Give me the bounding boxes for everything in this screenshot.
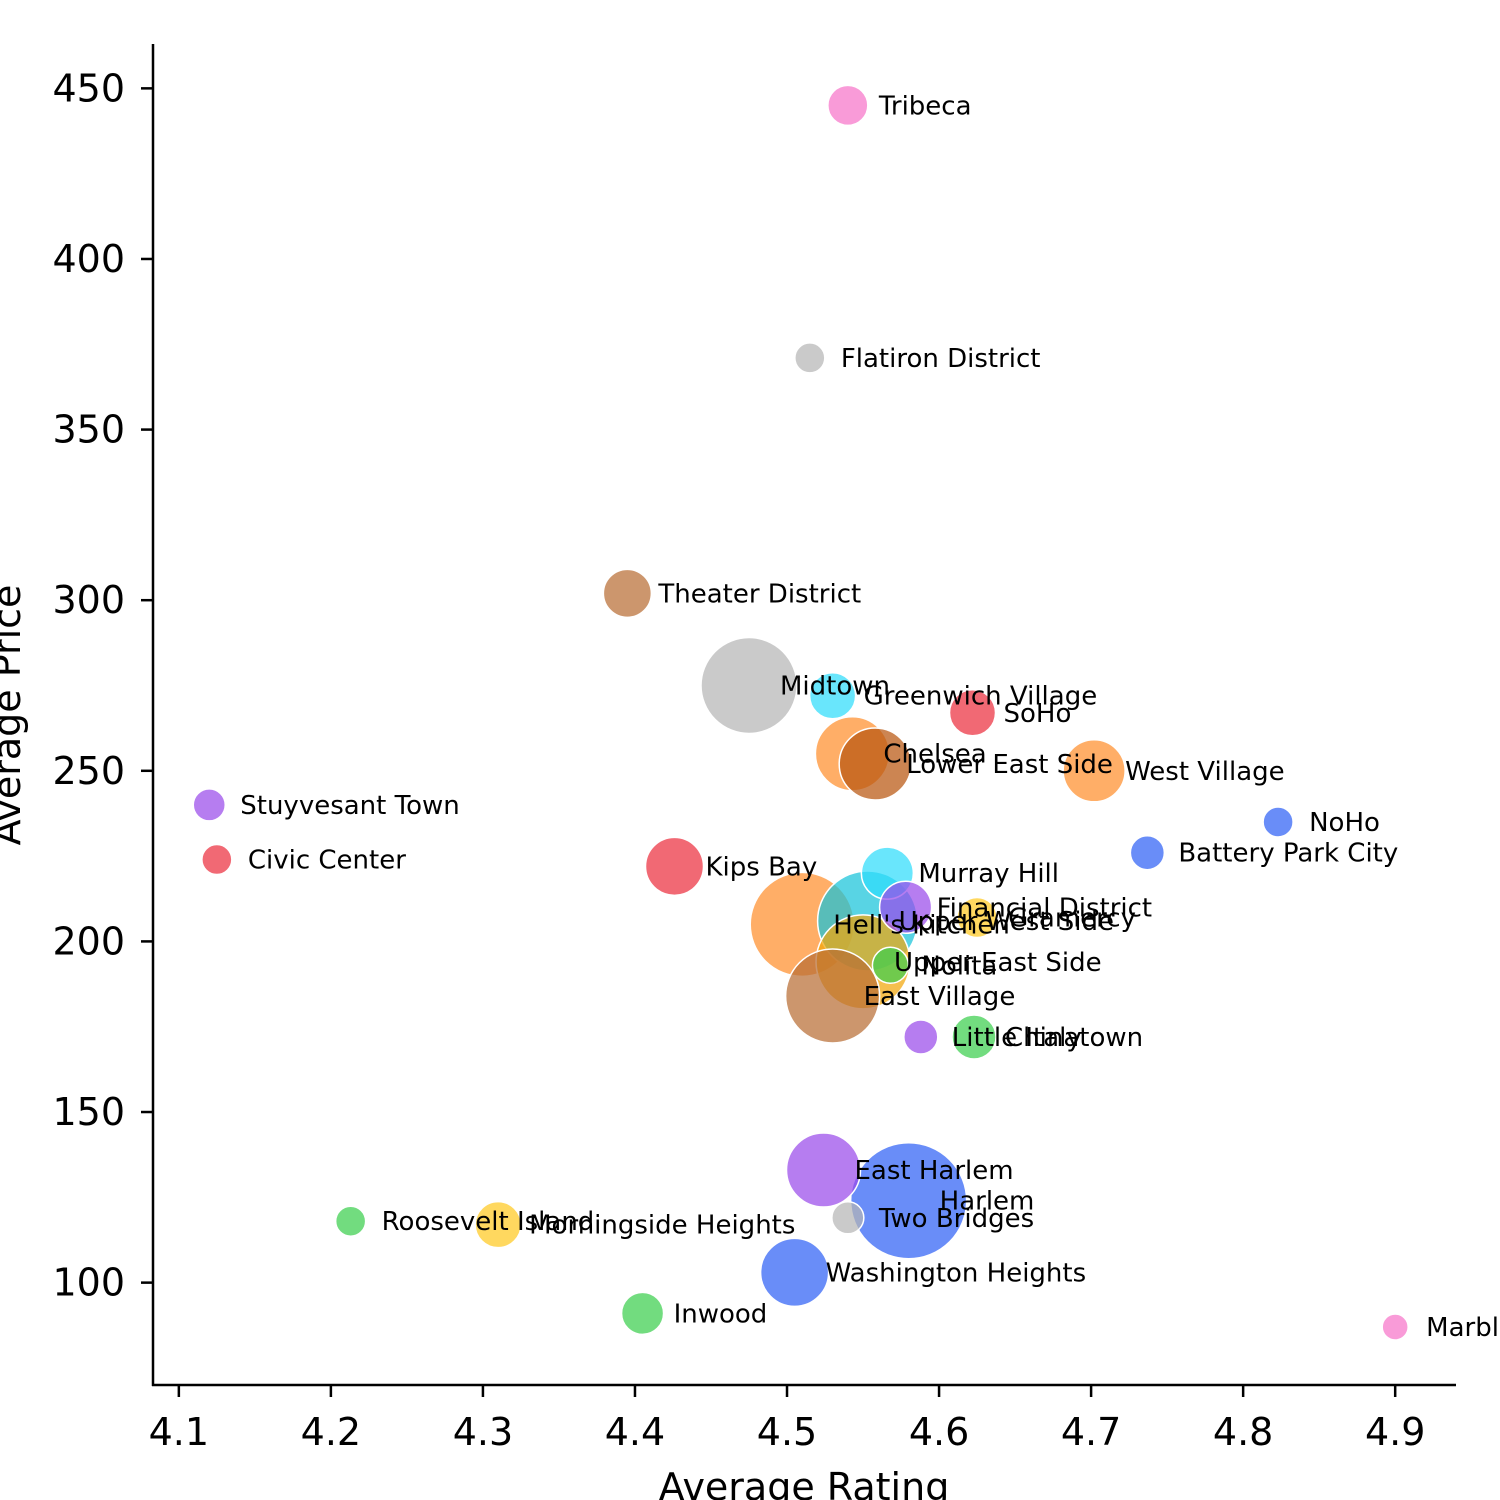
- point-label: NoHo: [1309, 808, 1380, 838]
- y-tick-label: 250: [52, 749, 125, 793]
- point-label: Little Italy: [952, 1023, 1082, 1053]
- point-label: Chelsea: [883, 740, 986, 770]
- bubble-point: [827, 84, 869, 127]
- bubble-point: [871, 946, 910, 985]
- y-tick-label: 200: [52, 919, 125, 963]
- point-label: Morningside Heights: [529, 1211, 795, 1241]
- x-ticks: 4.1 4.2 4.3 4.4 4.5 4.6 4.7 4.8 4.9: [149, 1385, 1425, 1454]
- point-label: East Harlem: [855, 1156, 1014, 1186]
- point-label: Two Bridges: [878, 1204, 1034, 1234]
- x-tick-label: 4.7: [1061, 1410, 1121, 1454]
- bubble-point: [192, 788, 227, 822]
- bubble-point: [759, 1237, 830, 1308]
- bubble-point: [838, 727, 912, 801]
- y-tick-label: 100: [52, 1261, 125, 1305]
- bubble-point: [1381, 1313, 1409, 1341]
- x-tick-label: 4.6: [909, 1410, 969, 1454]
- point-label: Harlem: [940, 1187, 1035, 1217]
- bubble-point: [201, 843, 233, 876]
- point-label: Battery Park City: [1178, 839, 1398, 869]
- bubble-point: [784, 948, 881, 1044]
- point-label: Washington Heights: [826, 1258, 1087, 1288]
- bubble-point: [956, 896, 998, 939]
- point-label: Lower East Side: [906, 750, 1113, 780]
- bubble-point: [1062, 739, 1126, 803]
- bubble-point: [1129, 834, 1166, 871]
- y-tick-label: 300: [52, 578, 125, 622]
- x-axis-title: Average Rating: [659, 1465, 950, 1500]
- bubble-point: [474, 1200, 522, 1249]
- point-label: Kips Bay: [706, 852, 818, 882]
- bubble-point: [903, 1019, 939, 1055]
- y-tick-label: 400: [52, 237, 125, 281]
- point-label: Murray Hill: [918, 859, 1059, 889]
- point-label: Stuyvesant Town: [240, 791, 459, 821]
- point-label: Midtown: [780, 671, 890, 701]
- x-tick-label: 4.8: [1213, 1410, 1273, 1454]
- point-label: Civic Center: [248, 846, 406, 876]
- y-axis-title: Average Price: [0, 585, 29, 846]
- x-tick-label: 4.3: [453, 1410, 513, 1454]
- point-label: Roosevelt Island: [382, 1207, 595, 1237]
- point-label: Greenwich Village: [864, 682, 1098, 712]
- point-label: Nolita: [921, 951, 997, 981]
- x-tick-label: 4.5: [757, 1410, 817, 1454]
- x-tick-label: 4.9: [1365, 1410, 1425, 1454]
- point-label: Chinatown: [1005, 1023, 1143, 1053]
- point-label: Tribeca: [878, 91, 972, 121]
- point-label: Flatiron District: [841, 344, 1041, 374]
- bubble-point: [849, 1141, 968, 1260]
- bubble-point: [1262, 806, 1294, 838]
- y-tick-label: 350: [52, 408, 125, 452]
- bubble-point: [831, 1201, 865, 1235]
- point-label: Marble Hill: [1426, 1313, 1500, 1343]
- bubble-point: [644, 836, 705, 897]
- point-labels-layer: Tribeca Flatiron District Theater District…: [240, 91, 1500, 1343]
- bubble-point: [808, 671, 857, 720]
- y-tick-label: 150: [52, 1090, 125, 1134]
- bubble-point: [951, 1014, 997, 1060]
- point-label: Gramercy: [1008, 904, 1136, 934]
- point-label: Financial District: [937, 893, 1153, 923]
- bubble-point: [878, 880, 933, 935]
- bubble-point: [794, 342, 826, 374]
- point-label: Inwood: [674, 1299, 768, 1329]
- point-label: SoHo: [1004, 699, 1072, 729]
- y-tick-label: 450: [52, 66, 125, 110]
- y-ticks: 100 150 200 250 300 350 400 450: [52, 66, 153, 1305]
- bubble-point: [602, 568, 653, 619]
- bubble-point: [620, 1291, 665, 1336]
- bubble-point: [334, 1205, 367, 1237]
- point-label: East Village: [864, 982, 1016, 1012]
- bubble-point: [700, 636, 798, 735]
- x-tick-label: 4.4: [605, 1410, 665, 1454]
- point-label: Upper East Side: [894, 948, 1102, 978]
- x-tick-label: 4.2: [301, 1410, 361, 1454]
- point-label: Theater District: [657, 579, 861, 609]
- bubble-point: [785, 1132, 862, 1208]
- point-label: Hell's Kitchen: [833, 910, 1010, 940]
- point-label: Upper West Side: [899, 907, 1114, 937]
- x-tick-label: 4.1: [149, 1410, 209, 1454]
- axes: [151, 44, 1456, 1387]
- point-label: West Village: [1125, 757, 1285, 787]
- bubble-point: [948, 689, 997, 737]
- points-layer: [192, 84, 1409, 1341]
